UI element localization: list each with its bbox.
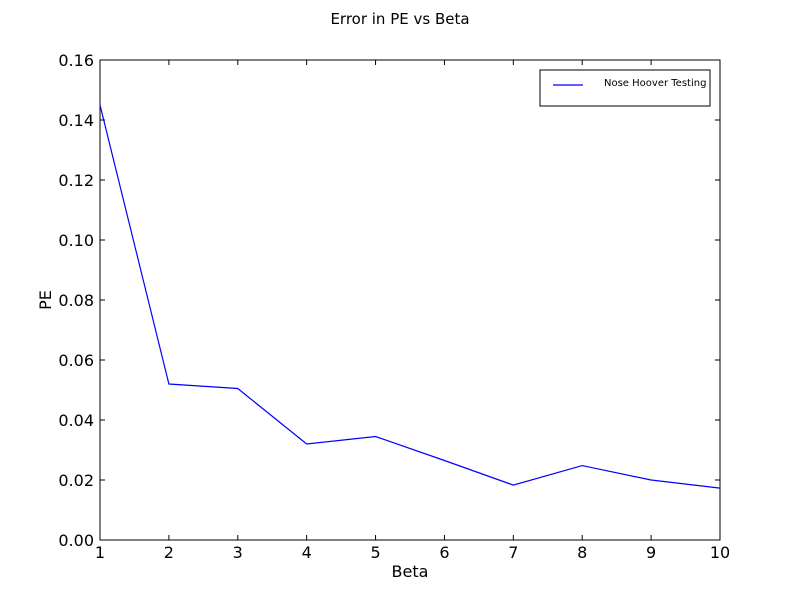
series-line-0 xyxy=(99,104,721,489)
y-tick-label: 0.02 xyxy=(58,471,94,490)
y-tick-label: 0.12 xyxy=(58,171,94,190)
y-tick-label: 0.08 xyxy=(58,291,94,310)
y-tick-label: 0.06 xyxy=(58,351,94,370)
x-tick-label: 3 xyxy=(233,543,243,562)
plot-area: 1 2 3 4 5 6 7 8 9 10 0.00 0.02 0.04 0.06 0.08 0.10 0.12… xyxy=(58,51,730,562)
y-tick-label: 0.10 xyxy=(58,231,94,250)
x-axis-label: Beta xyxy=(392,562,429,581)
y-tick-label: 0.14 xyxy=(58,111,94,130)
y-tick-label: 0.00 xyxy=(58,531,94,550)
x-tick-label: 8 xyxy=(577,543,587,562)
y-tick-label: 0.04 xyxy=(58,411,94,430)
series-layer xyxy=(99,104,721,489)
chart-title: Error in PE vs Beta xyxy=(330,10,469,28)
x-tick-label: 5 xyxy=(370,543,380,562)
x-tick-label: 10 xyxy=(710,543,730,562)
x-tick-label: 2 xyxy=(164,543,174,562)
y-axis-label: PE xyxy=(36,290,55,310)
x-tick-label: 6 xyxy=(439,543,449,562)
x-tick-label: 7 xyxy=(508,543,518,562)
legend: Nose Hoover Testing xyxy=(539,69,711,107)
legend-box xyxy=(539,69,711,107)
y-tick-label: 0.16 xyxy=(58,51,94,70)
plot-frame xyxy=(99,59,721,541)
y-axis: 0.00 0.02 0.04 0.06 0.08 0.10 0.12 0.14 0.16 xyxy=(58,51,720,550)
legend-entry-label: Nose Hoover Testing xyxy=(604,78,706,89)
x-tick-label: 1 xyxy=(95,543,105,562)
x-tick-label: 4 xyxy=(302,543,312,562)
x-axis: 1 2 3 4 5 6 7 8 9 10 xyxy=(95,60,730,562)
x-tick-label: 9 xyxy=(646,543,656,562)
